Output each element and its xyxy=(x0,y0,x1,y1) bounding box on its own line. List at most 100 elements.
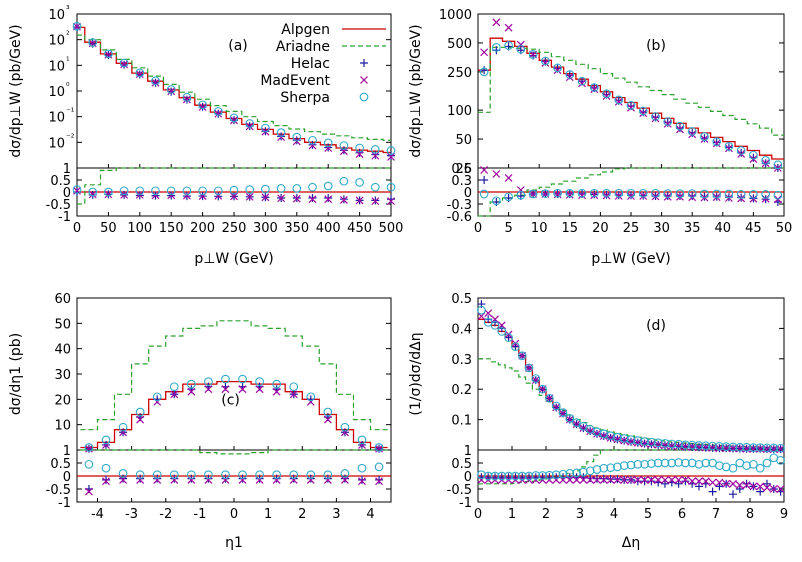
point-madevent xyxy=(661,441,669,450)
point-sherpa xyxy=(229,113,239,123)
point-sherpa xyxy=(213,107,223,116)
point-helac xyxy=(355,148,364,157)
x-tick-label: 3 xyxy=(332,507,340,522)
ratio-point-madevent xyxy=(742,481,751,490)
ratio-point-sherpa xyxy=(736,190,746,199)
ratio-point-sherpa xyxy=(238,470,247,480)
point-sherpa xyxy=(761,156,770,165)
point-madevent xyxy=(688,443,697,451)
point-madevent xyxy=(695,443,703,452)
ratio-point-helac xyxy=(695,482,703,491)
ratio-point-madevent xyxy=(761,194,770,203)
ratio-point-madevent xyxy=(651,192,660,201)
point-madevent xyxy=(170,390,179,399)
point-sherpa xyxy=(724,141,734,151)
x-tick-label: 9 xyxy=(780,507,788,522)
ratio-point-sherpa xyxy=(101,463,111,473)
y-tick-label: 500 xyxy=(447,37,472,52)
point-madevent xyxy=(639,109,648,118)
x-tick-label: 0 xyxy=(474,507,482,522)
panel-label: (d) xyxy=(646,318,666,334)
ratio-point-madevent xyxy=(102,477,110,486)
point-sherpa xyxy=(182,92,192,102)
y-tick-label: 10 xyxy=(48,111,65,126)
ratio-point-sherpa xyxy=(261,184,270,194)
point-madevent xyxy=(602,92,611,101)
ratio-point-madevent xyxy=(602,191,611,200)
point-madevent xyxy=(355,150,364,158)
ratio-point-sherpa xyxy=(558,469,568,479)
y-tick-label: 20 xyxy=(54,393,71,408)
ratio-point-helac xyxy=(119,474,128,483)
point-madevent xyxy=(323,415,332,424)
point-madevent xyxy=(187,387,196,396)
point-sherpa xyxy=(135,407,145,417)
ratio-point-sherpa xyxy=(565,188,575,198)
point-madevent xyxy=(531,376,540,385)
point-sherpa xyxy=(169,382,179,392)
point-sherpa xyxy=(308,135,317,145)
point-madevent xyxy=(198,102,207,111)
point-madevent xyxy=(504,330,513,339)
ratio-point-sherpa xyxy=(724,189,734,199)
point-sherpa xyxy=(626,101,636,110)
ratio-point-sherpa xyxy=(687,189,697,198)
x-tick-label: 4 xyxy=(610,507,618,522)
point-sherpa xyxy=(276,128,286,137)
point-sherpa xyxy=(323,138,333,148)
point-sherpa xyxy=(152,392,162,402)
point-sherpa xyxy=(339,141,349,150)
point-madevent xyxy=(477,312,486,321)
ratio-point-sherpa xyxy=(577,188,587,198)
ratio-point-sherpa xyxy=(701,458,711,468)
panel-c: -4 -3 -2 -1 0 1 2 3 460504030201010.50-0.5-1η1dσ… xyxy=(8,292,392,551)
ratio-point-madevent xyxy=(627,192,635,200)
ratio-point-madevent xyxy=(151,191,160,200)
point-helac xyxy=(480,66,489,75)
point-madevent xyxy=(230,116,238,125)
point-madevent xyxy=(773,164,782,172)
point-madevent xyxy=(518,351,527,360)
point-madevent xyxy=(289,390,298,399)
x-tick-label: -2 xyxy=(159,507,172,522)
ratio-point-sherpa xyxy=(651,188,660,198)
point-sherpa xyxy=(186,379,196,389)
x-tick-label: 250 xyxy=(222,221,247,236)
ratio-point-madevent xyxy=(572,475,581,484)
y-tick-label: 0.3 xyxy=(451,353,472,368)
ratio-point-madevent xyxy=(627,475,635,484)
ratio-point-sherpa xyxy=(497,471,507,481)
point-sherpa xyxy=(633,436,643,445)
point-sherpa xyxy=(545,393,554,403)
x-tick-label: 15 xyxy=(562,221,579,236)
point-madevent xyxy=(277,133,286,142)
ratio-point-madevent xyxy=(633,475,642,484)
ratio-point-sherpa xyxy=(592,465,602,474)
ratio-tick-label: -0.5 xyxy=(46,483,71,498)
ratio-point-sherpa xyxy=(700,189,709,199)
ratio-point-sherpa xyxy=(374,462,384,472)
ratio-point-madevent xyxy=(613,475,622,484)
ratio-tick-label: 0 xyxy=(63,470,71,485)
ratio-point-sherpa xyxy=(653,458,663,468)
point-madevent xyxy=(135,70,144,79)
ratio-point-helac xyxy=(681,477,690,486)
ratio-point-sherpa xyxy=(104,187,113,197)
y-axis-label: dσ/dp⊥W (pb/GeV) xyxy=(8,24,24,157)
ratio-tick-label: 0.5 xyxy=(50,174,71,189)
point-helac xyxy=(675,124,684,133)
point-sherpa xyxy=(735,442,745,452)
ratio-point-madevent xyxy=(119,475,128,484)
y-tick-label: 0.2 xyxy=(451,383,472,398)
ratio-point-sherpa xyxy=(660,458,670,468)
y-axis-label: dσ/dη1 (pb) xyxy=(8,333,24,415)
point-sherpa xyxy=(663,117,673,126)
point-sherpa xyxy=(773,160,783,170)
ratio-point-helac xyxy=(763,479,771,488)
panel-label: (c) xyxy=(221,392,240,408)
ratio-point-madevent xyxy=(245,192,254,201)
x-tick-label: 200 xyxy=(190,221,215,236)
point-sherpa xyxy=(715,442,724,451)
point-sherpa xyxy=(504,41,513,50)
ratio-tick-label: -0.5 xyxy=(46,198,71,213)
